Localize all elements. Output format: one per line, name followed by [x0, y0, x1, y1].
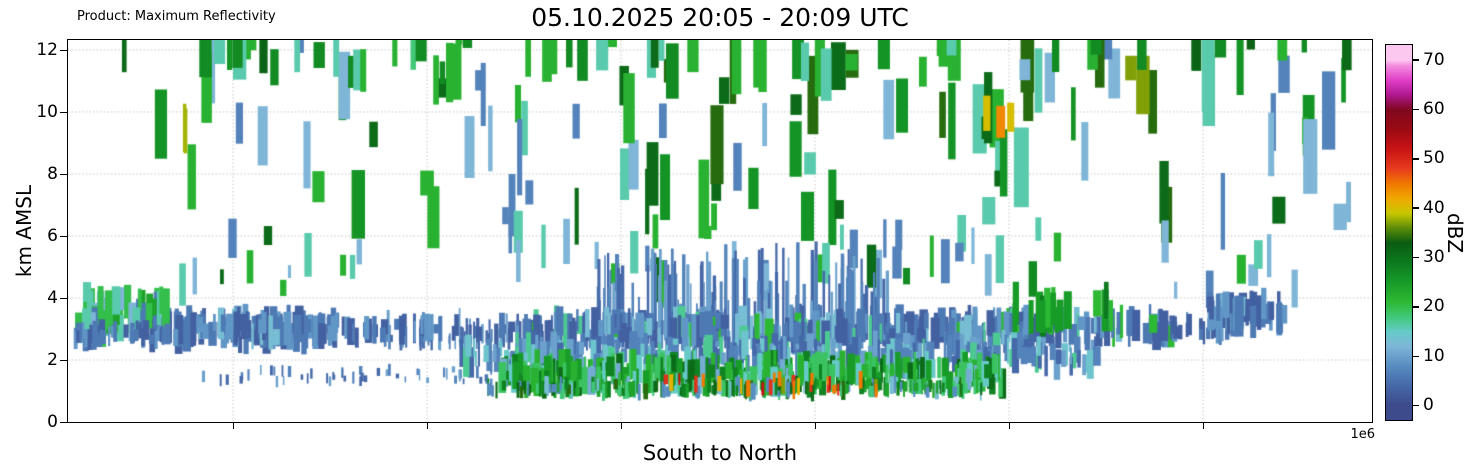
colorbar-tick-mark — [1412, 256, 1419, 259]
colorbar-tick-mark — [1412, 306, 1419, 308]
colorbar-tick-mark — [1412, 207, 1419, 209]
colorbar-tick-label: 20 — [1423, 296, 1445, 317]
y-tick-label: 2 — [47, 349, 58, 370]
x-axis-offset-label: 1e6 — [1350, 427, 1375, 442]
y-tick-label: 6 — [47, 225, 58, 246]
y-tick-mark — [59, 421, 67, 424]
y-tick-label: 8 — [47, 163, 58, 184]
colorbar-label: dBZ — [1443, 212, 1467, 254]
colorbar-tick-mark — [1412, 158, 1419, 160]
y-tick-mark — [59, 297, 67, 300]
x-tick-mark — [1202, 422, 1205, 430]
y-tick-label: 10 — [36, 101, 58, 122]
y-tick-label: 4 — [47, 287, 58, 308]
colorbar-tick-label: 30 — [1423, 247, 1445, 268]
plot-area — [67, 39, 1373, 423]
x-axis-label: South to North — [642, 441, 798, 465]
x-tick-mark — [1008, 422, 1011, 430]
colorbar-tick-label: 60 — [1423, 99, 1445, 120]
colorbar-tick-label: 50 — [1423, 148, 1445, 169]
x-tick-mark — [814, 422, 817, 430]
x-tick-mark — [426, 422, 429, 430]
colorbar-tick-label: 70 — [1423, 49, 1445, 70]
reflectivity-plot-canvas — [68, 40, 1372, 422]
y-tick-label: 0 — [47, 411, 58, 432]
colorbar-tick-mark — [1412, 404, 1419, 407]
y-tick-mark — [59, 173, 67, 176]
colorbar-tick-label: 40 — [1423, 197, 1445, 218]
colorbar-tick-mark — [1412, 108, 1419, 111]
y-tick-mark — [59, 235, 67, 238]
colorbar-tick-mark — [1412, 59, 1419, 61]
chart-title: 05.10.2025 20:05 - 20:09 UTC — [531, 3, 909, 32]
colorbar-tick-mark — [1412, 355, 1419, 357]
product-label: Product: Maximum Reflectivity — [77, 9, 276, 24]
y-tick-mark — [59, 111, 67, 114]
x-tick-mark — [232, 422, 235, 430]
y-tick-mark — [59, 49, 67, 52]
colorbar — [1385, 44, 1413, 421]
colorbar-tick-label: 0 — [1423, 395, 1434, 416]
colorbar-canvas — [1386, 45, 1412, 420]
y-tick-mark — [59, 359, 67, 362]
x-tick-mark — [620, 422, 623, 430]
y-tick-label: 12 — [36, 39, 58, 60]
colorbar-tick-label: 10 — [1423, 345, 1445, 366]
